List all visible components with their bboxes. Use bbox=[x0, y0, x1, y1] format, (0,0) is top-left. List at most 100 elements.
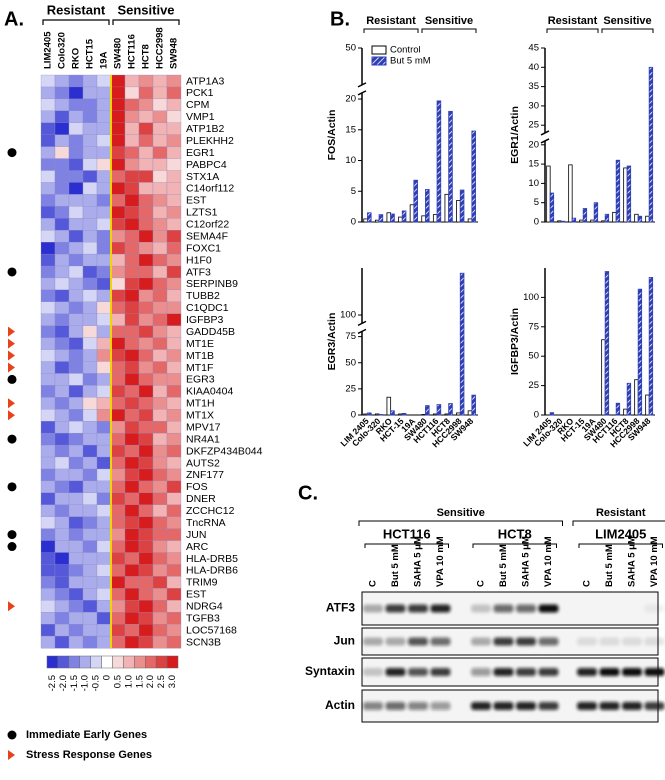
heat-cell bbox=[166, 444, 182, 458]
heat-cell bbox=[166, 241, 182, 255]
stress-marker bbox=[8, 338, 15, 349]
y-axis-label: FOS/Actin bbox=[326, 110, 338, 161]
colorbar-label: 2.5 bbox=[156, 675, 167, 688]
heat-cell bbox=[68, 397, 84, 410]
heat-cell bbox=[40, 301, 56, 315]
heat-cell bbox=[110, 409, 126, 422]
bar bbox=[444, 413, 450, 416]
heat-cell bbox=[82, 492, 98, 506]
heat-cell bbox=[138, 158, 154, 171]
heat-cell bbox=[54, 349, 70, 362]
heat-cell bbox=[166, 289, 182, 303]
group-bracket bbox=[601, 28, 654, 33]
band bbox=[363, 637, 383, 646]
heat-cell bbox=[54, 325, 70, 339]
cell-line-bracket bbox=[364, 543, 449, 548]
bar bbox=[456, 412, 461, 416]
heat-cell bbox=[124, 158, 140, 171]
heat-cell bbox=[138, 600, 154, 613]
colorbar-box bbox=[155, 655, 168, 669]
heat-cell bbox=[68, 373, 84, 386]
heat-cell bbox=[68, 480, 84, 494]
heat-cell bbox=[54, 265, 70, 279]
bar bbox=[593, 202, 599, 223]
heat-cell bbox=[124, 516, 140, 530]
heat-cell bbox=[96, 313, 112, 327]
heat-cell bbox=[96, 182, 112, 195]
heat-cell bbox=[54, 74, 70, 88]
blot-row-label: Syntaxin bbox=[305, 664, 355, 678]
heat-cell bbox=[124, 253, 140, 267]
heat-cell bbox=[96, 86, 112, 100]
heat-cell bbox=[82, 504, 98, 518]
heat-cell bbox=[82, 325, 98, 339]
bar bbox=[425, 405, 430, 416]
heat-cell bbox=[152, 492, 168, 506]
band bbox=[471, 702, 491, 710]
gene-label: KIAA0404 bbox=[186, 386, 233, 398]
group-label: Resistant bbox=[548, 15, 598, 27]
heat-cell bbox=[152, 325, 168, 339]
heat-cell bbox=[82, 289, 98, 303]
band bbox=[644, 668, 665, 676]
band bbox=[577, 605, 597, 613]
heat-cell bbox=[96, 230, 112, 243]
heat-cell bbox=[96, 98, 112, 112]
heat-cell bbox=[40, 218, 56, 231]
heat-cell bbox=[96, 349, 112, 362]
gene-label: ARC bbox=[186, 541, 209, 553]
bar bbox=[425, 189, 430, 223]
colorbar-box bbox=[134, 655, 146, 669]
column-label: LIM2405 bbox=[43, 31, 54, 69]
heat-cell bbox=[54, 194, 70, 207]
heat-cell bbox=[138, 552, 154, 565]
gene-label: TUBB2 bbox=[186, 290, 220, 302]
gene-label: IGFBP3 bbox=[186, 314, 224, 326]
heat-cell bbox=[152, 600, 168, 613]
heat-cell bbox=[68, 301, 84, 315]
heat-cell bbox=[54, 253, 70, 267]
legend-dot bbox=[7, 730, 17, 740]
gene-label: TRIM9 bbox=[186, 577, 218, 589]
cell-line-label: HCT8 bbox=[498, 526, 532, 541]
heat-cell bbox=[68, 409, 84, 422]
heat-cell bbox=[82, 98, 98, 112]
ieg-marker bbox=[7, 434, 17, 444]
heat-cell bbox=[82, 349, 98, 362]
heat-cell bbox=[138, 409, 154, 422]
heat-cell bbox=[124, 492, 140, 506]
heat-cell bbox=[152, 516, 168, 530]
gene-label: EGR3 bbox=[186, 374, 215, 386]
gene-label: MT1E bbox=[186, 338, 214, 350]
lane-label: But 5 mM bbox=[390, 544, 401, 587]
heat-cell bbox=[152, 576, 168, 589]
band bbox=[493, 604, 514, 613]
heat-cell bbox=[68, 74, 84, 88]
heat-cell bbox=[166, 218, 182, 231]
lane-label: C bbox=[582, 580, 593, 587]
heat-cell bbox=[138, 635, 154, 649]
heat-cell bbox=[54, 576, 70, 589]
blot-row-label: Jun bbox=[334, 634, 355, 648]
heat-cell bbox=[124, 277, 140, 291]
heat-cell bbox=[124, 170, 140, 183]
heat-cell bbox=[40, 230, 56, 243]
group-label: Resistant bbox=[596, 507, 646, 519]
heat-cell bbox=[96, 206, 112, 219]
heat-cell bbox=[96, 134, 112, 148]
gene-label: C14orf112 bbox=[186, 183, 234, 195]
heat-cell bbox=[96, 552, 112, 565]
heat-cell bbox=[40, 361, 56, 374]
heat-cell bbox=[152, 122, 168, 136]
gene-label: MPV17 bbox=[186, 421, 221, 433]
heat-cell bbox=[166, 349, 182, 362]
y-tick-label: 75 bbox=[528, 321, 539, 332]
heat-cell bbox=[82, 468, 98, 482]
gene-label: NR4A1 bbox=[186, 433, 220, 445]
heat-cell bbox=[138, 421, 154, 434]
colorbar-label: -2.0 bbox=[58, 675, 69, 691]
heat-cell bbox=[152, 456, 168, 470]
heat-cell bbox=[110, 385, 126, 398]
heat-cell bbox=[96, 635, 112, 649]
heat-cell bbox=[124, 397, 140, 410]
